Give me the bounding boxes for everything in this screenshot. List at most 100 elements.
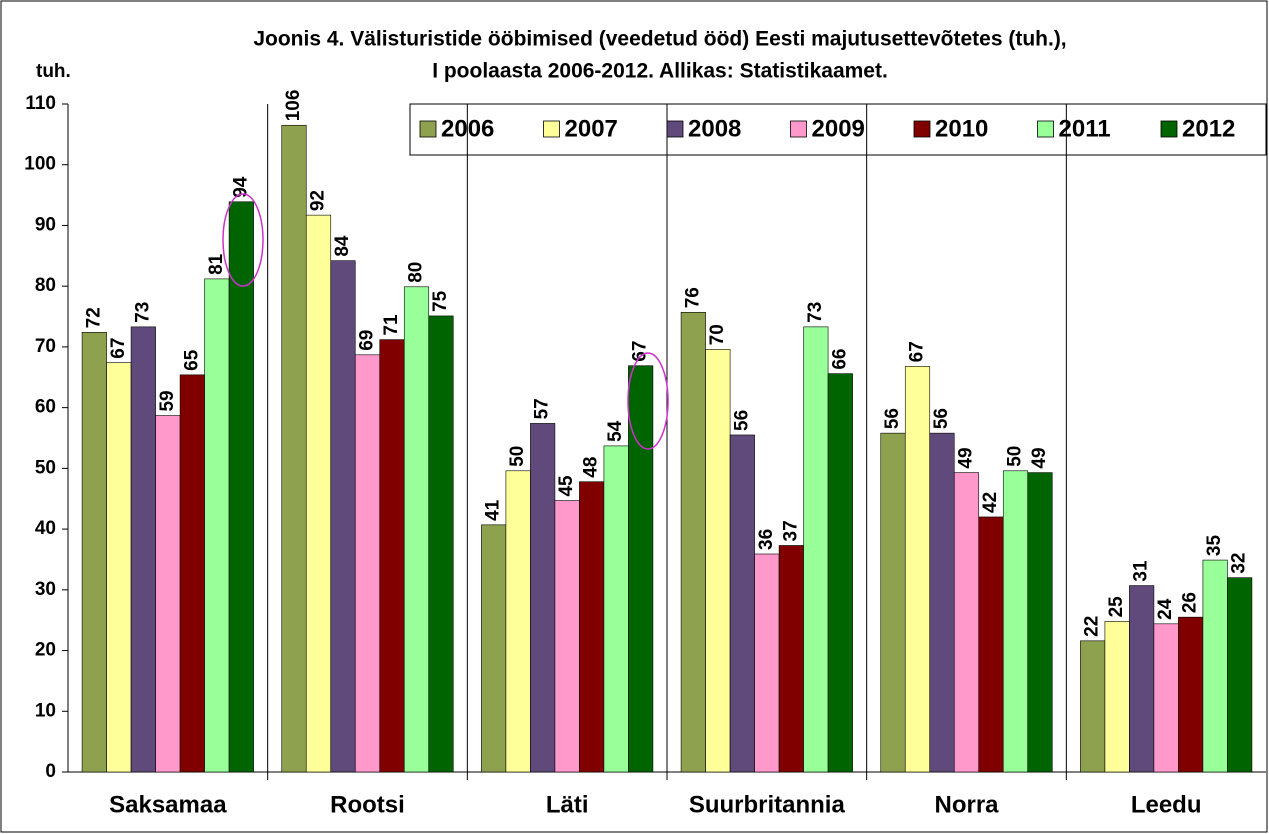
y-tick-label: 110: [25, 93, 56, 114]
y-tick-label: 60: [35, 397, 56, 418]
legend-swatch: [419, 120, 437, 138]
bar: [754, 553, 780, 773]
legend-label: 2011: [1059, 115, 1111, 142]
bar: [929, 432, 955, 773]
bar: [1027, 472, 1053, 773]
bar: [628, 365, 654, 773]
data-label: 42: [980, 492, 1001, 513]
bar: [428, 315, 454, 773]
data-label: 94: [230, 176, 251, 198]
data-label: 31: [1131, 560, 1152, 582]
bar: [1227, 577, 1253, 773]
data-label: 72: [83, 307, 104, 328]
y-tick-label: 20: [35, 640, 56, 661]
legend-label: 2008: [688, 115, 741, 142]
data-label: 81: [206, 253, 227, 275]
x-tick-label: Rootsi: [330, 791, 405, 818]
data-label: 56: [931, 408, 952, 429]
data-label: 67: [108, 338, 129, 359]
data-label: 70: [707, 324, 728, 345]
bar: [1202, 559, 1228, 773]
data-label: 66: [829, 348, 850, 369]
bar: [530, 423, 556, 773]
legend-swatch: [543, 120, 560, 138]
y-tick-label: 0: [45, 761, 56, 782]
bar: [281, 124, 307, 773]
data-label: 75: [430, 290, 451, 312]
data-label: 80: [406, 262, 427, 283]
data-label: 32: [1229, 553, 1250, 574]
data-label: 67: [630, 341, 651, 362]
bar: [1129, 585, 1155, 773]
bar: [778, 545, 804, 773]
chart-title: I poolaasta 2006-2012. Allikas: Statisti…: [432, 60, 888, 83]
legend-swatch: [790, 120, 807, 138]
data-label: 41: [483, 499, 504, 521]
bar: [155, 415, 181, 773]
data-label: 25: [1106, 596, 1127, 618]
bar: [978, 516, 1004, 773]
data-label: 37: [780, 520, 801, 541]
legend-swatch: [666, 120, 684, 138]
bar: [1002, 470, 1029, 773]
bar: [729, 434, 755, 773]
data-label: 69: [357, 330, 378, 351]
bar: [1178, 616, 1204, 773]
bar: [579, 481, 605, 773]
bar: [904, 366, 931, 773]
data-label: 67: [907, 341, 928, 362]
data-label: 73: [805, 302, 826, 323]
data-label: 54: [605, 420, 626, 442]
bar: [228, 201, 254, 773]
data-label: 24: [1155, 598, 1176, 620]
y-tick-label: 40: [35, 518, 56, 539]
data-label: 49: [1029, 447, 1050, 468]
data-label: 26: [1180, 592, 1201, 613]
bar: [403, 286, 430, 773]
bar: [330, 260, 356, 773]
data-label: 49: [956, 447, 977, 468]
legend-label: 2007: [565, 115, 618, 142]
legend-swatch: [913, 120, 931, 138]
legend-swatch: [1037, 120, 1054, 138]
data-label: 50: [1005, 446, 1026, 467]
bar: [179, 374, 205, 773]
bar: [827, 373, 853, 773]
data-label: 73: [132, 302, 153, 323]
data-label: 84: [332, 235, 353, 257]
data-label: 71: [381, 314, 402, 336]
bar: [1153, 623, 1179, 773]
bar: [204, 278, 230, 773]
x-tick-label: Läti: [546, 791, 589, 818]
data-label: 50: [507, 446, 528, 467]
bar: [1080, 640, 1106, 773]
legend-label: 2010: [935, 115, 988, 142]
data-label: 36: [756, 529, 777, 550]
y-tick-label: 80: [35, 275, 56, 296]
highlight-ellipse: [222, 193, 264, 287]
data-label: 56: [731, 410, 752, 431]
legend-label: 2012: [1182, 115, 1235, 142]
y-tick-label: 10: [35, 700, 56, 721]
data-label: 65: [181, 349, 202, 371]
data-label: 35: [1204, 534, 1225, 556]
x-tick-label: Suurbritannia: [689, 791, 846, 818]
bar: [481, 524, 507, 773]
x-tick-label: Saksamaa: [109, 791, 227, 818]
bar: [505, 470, 531, 773]
legend-swatch: [1160, 120, 1178, 138]
bar: [705, 349, 731, 773]
bar: [106, 362, 132, 773]
data-label: 57: [532, 398, 553, 419]
x-tick-label: Leedu: [1131, 791, 1202, 818]
bar: [1104, 621, 1130, 773]
bar: [81, 332, 107, 773]
bar: [130, 326, 156, 773]
y-tick-label: 50: [35, 457, 56, 478]
bar: [603, 445, 629, 773]
y-tick-label: 70: [35, 336, 56, 357]
bar: [680, 311, 706, 773]
data-label: 59: [157, 390, 178, 411]
legend-label: 2009: [812, 115, 865, 142]
